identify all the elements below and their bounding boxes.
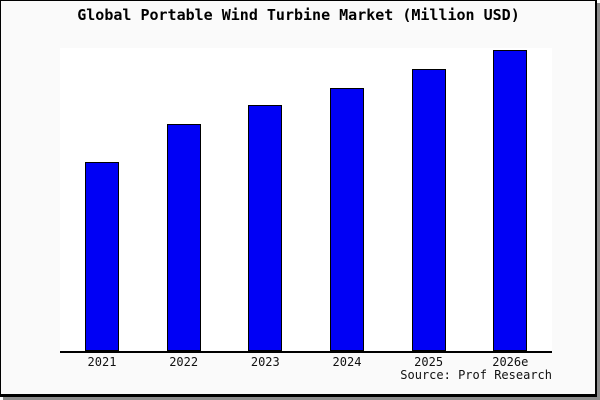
source-note: Source: Prof Research bbox=[400, 368, 552, 382]
bar-2022 bbox=[166, 124, 201, 351]
bar-2023 bbox=[248, 105, 283, 351]
bar-2026e bbox=[493, 50, 528, 351]
x-tick-label-2021: 2021 bbox=[87, 355, 117, 369]
plot-area bbox=[60, 48, 552, 353]
chart-title: Global Portable Wind Turbine Market (Mil… bbox=[77, 6, 520, 24]
x-tick-label-2025: 2025 bbox=[414, 355, 444, 369]
x-tick-label-2023: 2023 bbox=[250, 355, 280, 369]
x-tick-label-2022: 2022 bbox=[169, 355, 199, 369]
x-tick-label-2026e: 2026e bbox=[492, 355, 529, 369]
x-tick-label-2024: 2024 bbox=[332, 355, 362, 369]
bar-2025 bbox=[411, 69, 446, 351]
bar-2021 bbox=[85, 162, 119, 351]
bar-2024 bbox=[329, 88, 364, 351]
